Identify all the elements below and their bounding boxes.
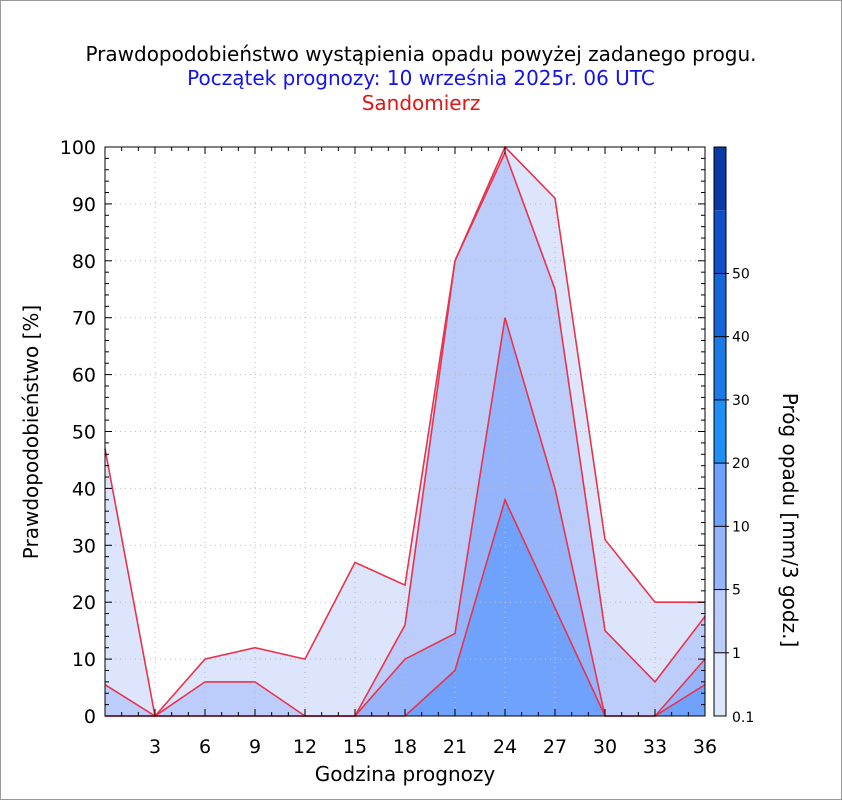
colorbar-segment-0 [714,652,726,716]
y-tick-label: 100 [60,137,96,159]
colorbar-tick-label: 50 [732,266,750,282]
x-tick-label: 6 [199,736,211,758]
colorbar-tick-label: 1 [732,646,741,662]
colorbar-tick-label: 30 [732,393,750,409]
x-tick-label: 33 [643,736,667,758]
colorbar-segment-2 [714,526,726,590]
line-threshold-0-1 [104,145,705,718]
x-tick-label: 24 [493,736,517,758]
y-tick-label: 0 [84,706,96,728]
x-tick-label: 36 [693,736,717,758]
y-tick-label: 80 [72,251,96,273]
colorbar-segment-4 [714,399,726,464]
colorbar-tick-label: 20 [732,456,750,472]
x-tick-label: 12 [293,736,317,758]
x-tick-label: 30 [593,736,617,758]
area-threshold-10 [105,499,705,716]
colorbar-segment-1 [714,589,726,653]
x-tick-label: 9 [249,736,261,758]
grid-lines [105,147,705,716]
y-tick-label: 10 [72,649,96,671]
colorbar-label: Próg opadu [mm/3 godz.] [778,393,802,648]
y-tick-label: 40 [72,478,96,500]
y-tick-label: 30 [72,535,96,557]
colorbar-tick-label: 5 [732,583,741,599]
x-tick-label: 15 [343,736,367,758]
axis-ticks: 3 6 9 12 15 18 21 24 27 30 33 360102030405060708090… [60,137,717,758]
y-tick-label: 20 [72,592,96,614]
y-axis-label: Prawdopodobieństwo [%] [19,305,43,559]
colorbar-segment-8 [714,147,726,211]
location-label: Sandomierz [361,91,481,115]
forecast-start-subtitle: Początek prognozy: 10 września 2025r. 06… [187,66,655,90]
x-tick-label: 18 [393,736,417,758]
y-tick-label: 90 [72,194,96,216]
y-tick-label: 60 [72,365,96,387]
x-tick-label: 21 [443,736,467,758]
colorbar-tick-label: 40 [732,330,750,346]
y-tick-label: 50 [72,422,96,444]
y-tick-label: 70 [72,308,96,330]
chart-title: Prawdopodobieństwo wystąpienia opadu pow… [85,42,757,66]
line-threshold-1 [104,150,706,717]
colorbar-segment-7 [714,210,726,274]
colorbar-tick-label: 0.1 [732,710,754,726]
x-tick-label: 3 [149,736,161,758]
colorbar-tick-label: 10 [732,519,750,535]
colorbar-segment-3 [714,463,726,527]
colorbar-border [713,146,727,717]
x-tick-label: 27 [543,736,567,758]
colorbar-segment-6 [714,273,726,337]
x-axis-label: Godzina prognozy [315,762,496,786]
threshold-colorbar: 0.1 1 5 10 20 30 40 50 [713,146,754,726]
colorbar-segment-5 [714,336,726,400]
